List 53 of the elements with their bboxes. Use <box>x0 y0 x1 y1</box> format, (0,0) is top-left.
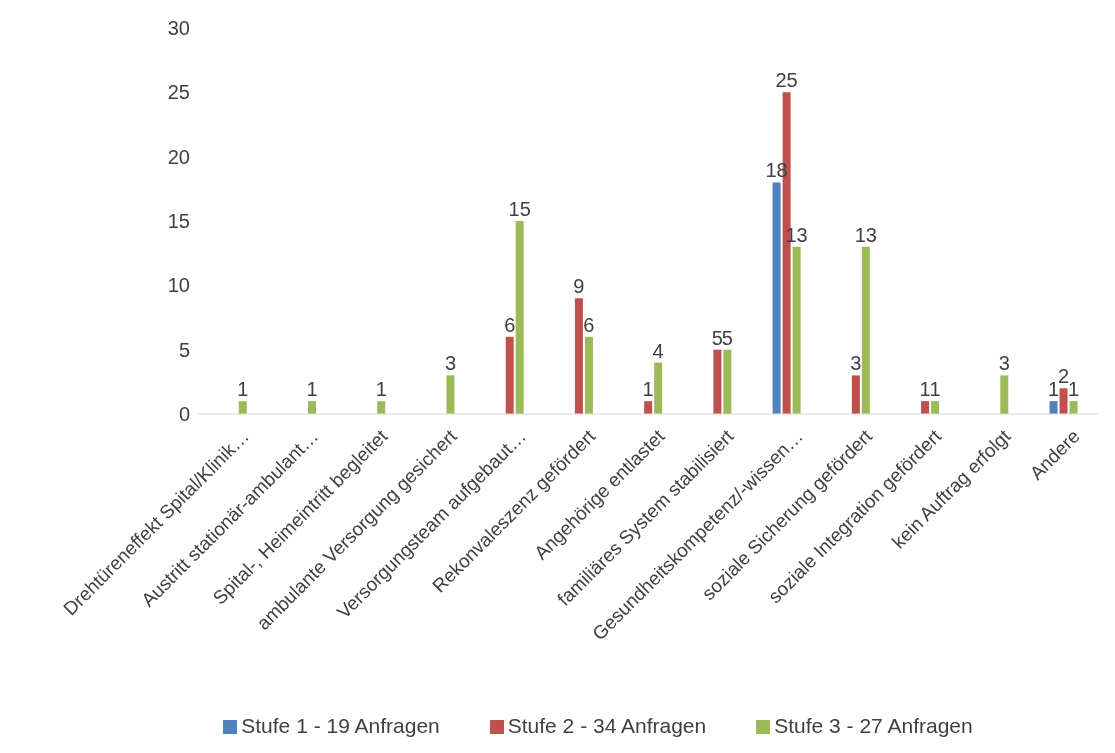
bar <box>505 336 514 414</box>
data-label: 5 <box>711 326 723 349</box>
data-label: 1 <box>306 378 318 401</box>
legend-label: Stufe 3 - 27 Anfragen <box>774 714 973 737</box>
bar <box>921 401 930 414</box>
data-label: 1 <box>919 378 931 401</box>
data-label: 15 <box>508 198 531 220</box>
data-label: 1 <box>237 378 249 401</box>
data-label: 25 <box>775 69 798 92</box>
bar <box>644 401 653 414</box>
bar <box>308 401 316 414</box>
data-label: 6 <box>583 313 595 336</box>
data-label: 5 <box>721 326 733 349</box>
bar <box>238 401 247 414</box>
data-label: 3 <box>998 352 1010 375</box>
data-label: 2 <box>1057 365 1070 388</box>
bar <box>654 362 663 414</box>
bar <box>446 375 455 414</box>
bar <box>574 298 583 414</box>
y-tick-label: 0 <box>178 403 190 426</box>
data-label: 9 <box>573 275 585 298</box>
data-label: 4 <box>652 339 664 362</box>
y-tick-label: 25 <box>167 81 190 104</box>
data-label: 3 <box>850 352 862 375</box>
bar <box>792 246 801 414</box>
data-label: 1 <box>1047 378 1060 401</box>
bar <box>1059 388 1068 414</box>
bar <box>1000 375 1009 414</box>
data-label: 6 <box>504 313 516 336</box>
y-tick-label: 15 <box>167 210 190 233</box>
bar <box>851 375 860 414</box>
bar <box>1049 401 1058 414</box>
data-label: 1 <box>929 378 941 401</box>
data-label: 1 <box>642 378 654 401</box>
legend-label: Stufe 1 - 19 Anfragen <box>241 714 440 737</box>
data-label: 13 <box>854 223 877 246</box>
y-tick-label: 5 <box>178 338 190 361</box>
bar <box>377 401 386 414</box>
y-tick-label: 10 <box>167 274 190 297</box>
bar <box>1069 401 1078 414</box>
bar <box>772 182 781 414</box>
y-tick-label: 30 <box>167 17 190 40</box>
data-label: 1 <box>1067 378 1080 401</box>
bar <box>515 221 524 414</box>
bar <box>713 349 722 414</box>
y-tick-label: 20 <box>167 145 190 168</box>
data-label: 1 <box>375 378 387 401</box>
bar <box>861 246 870 414</box>
legend-label: Stufe 2 - 34 Anfragen <box>507 714 707 737</box>
bar <box>723 349 732 414</box>
bar <box>931 401 940 414</box>
data-label: 3 <box>444 352 457 375</box>
bar <box>584 336 593 414</box>
